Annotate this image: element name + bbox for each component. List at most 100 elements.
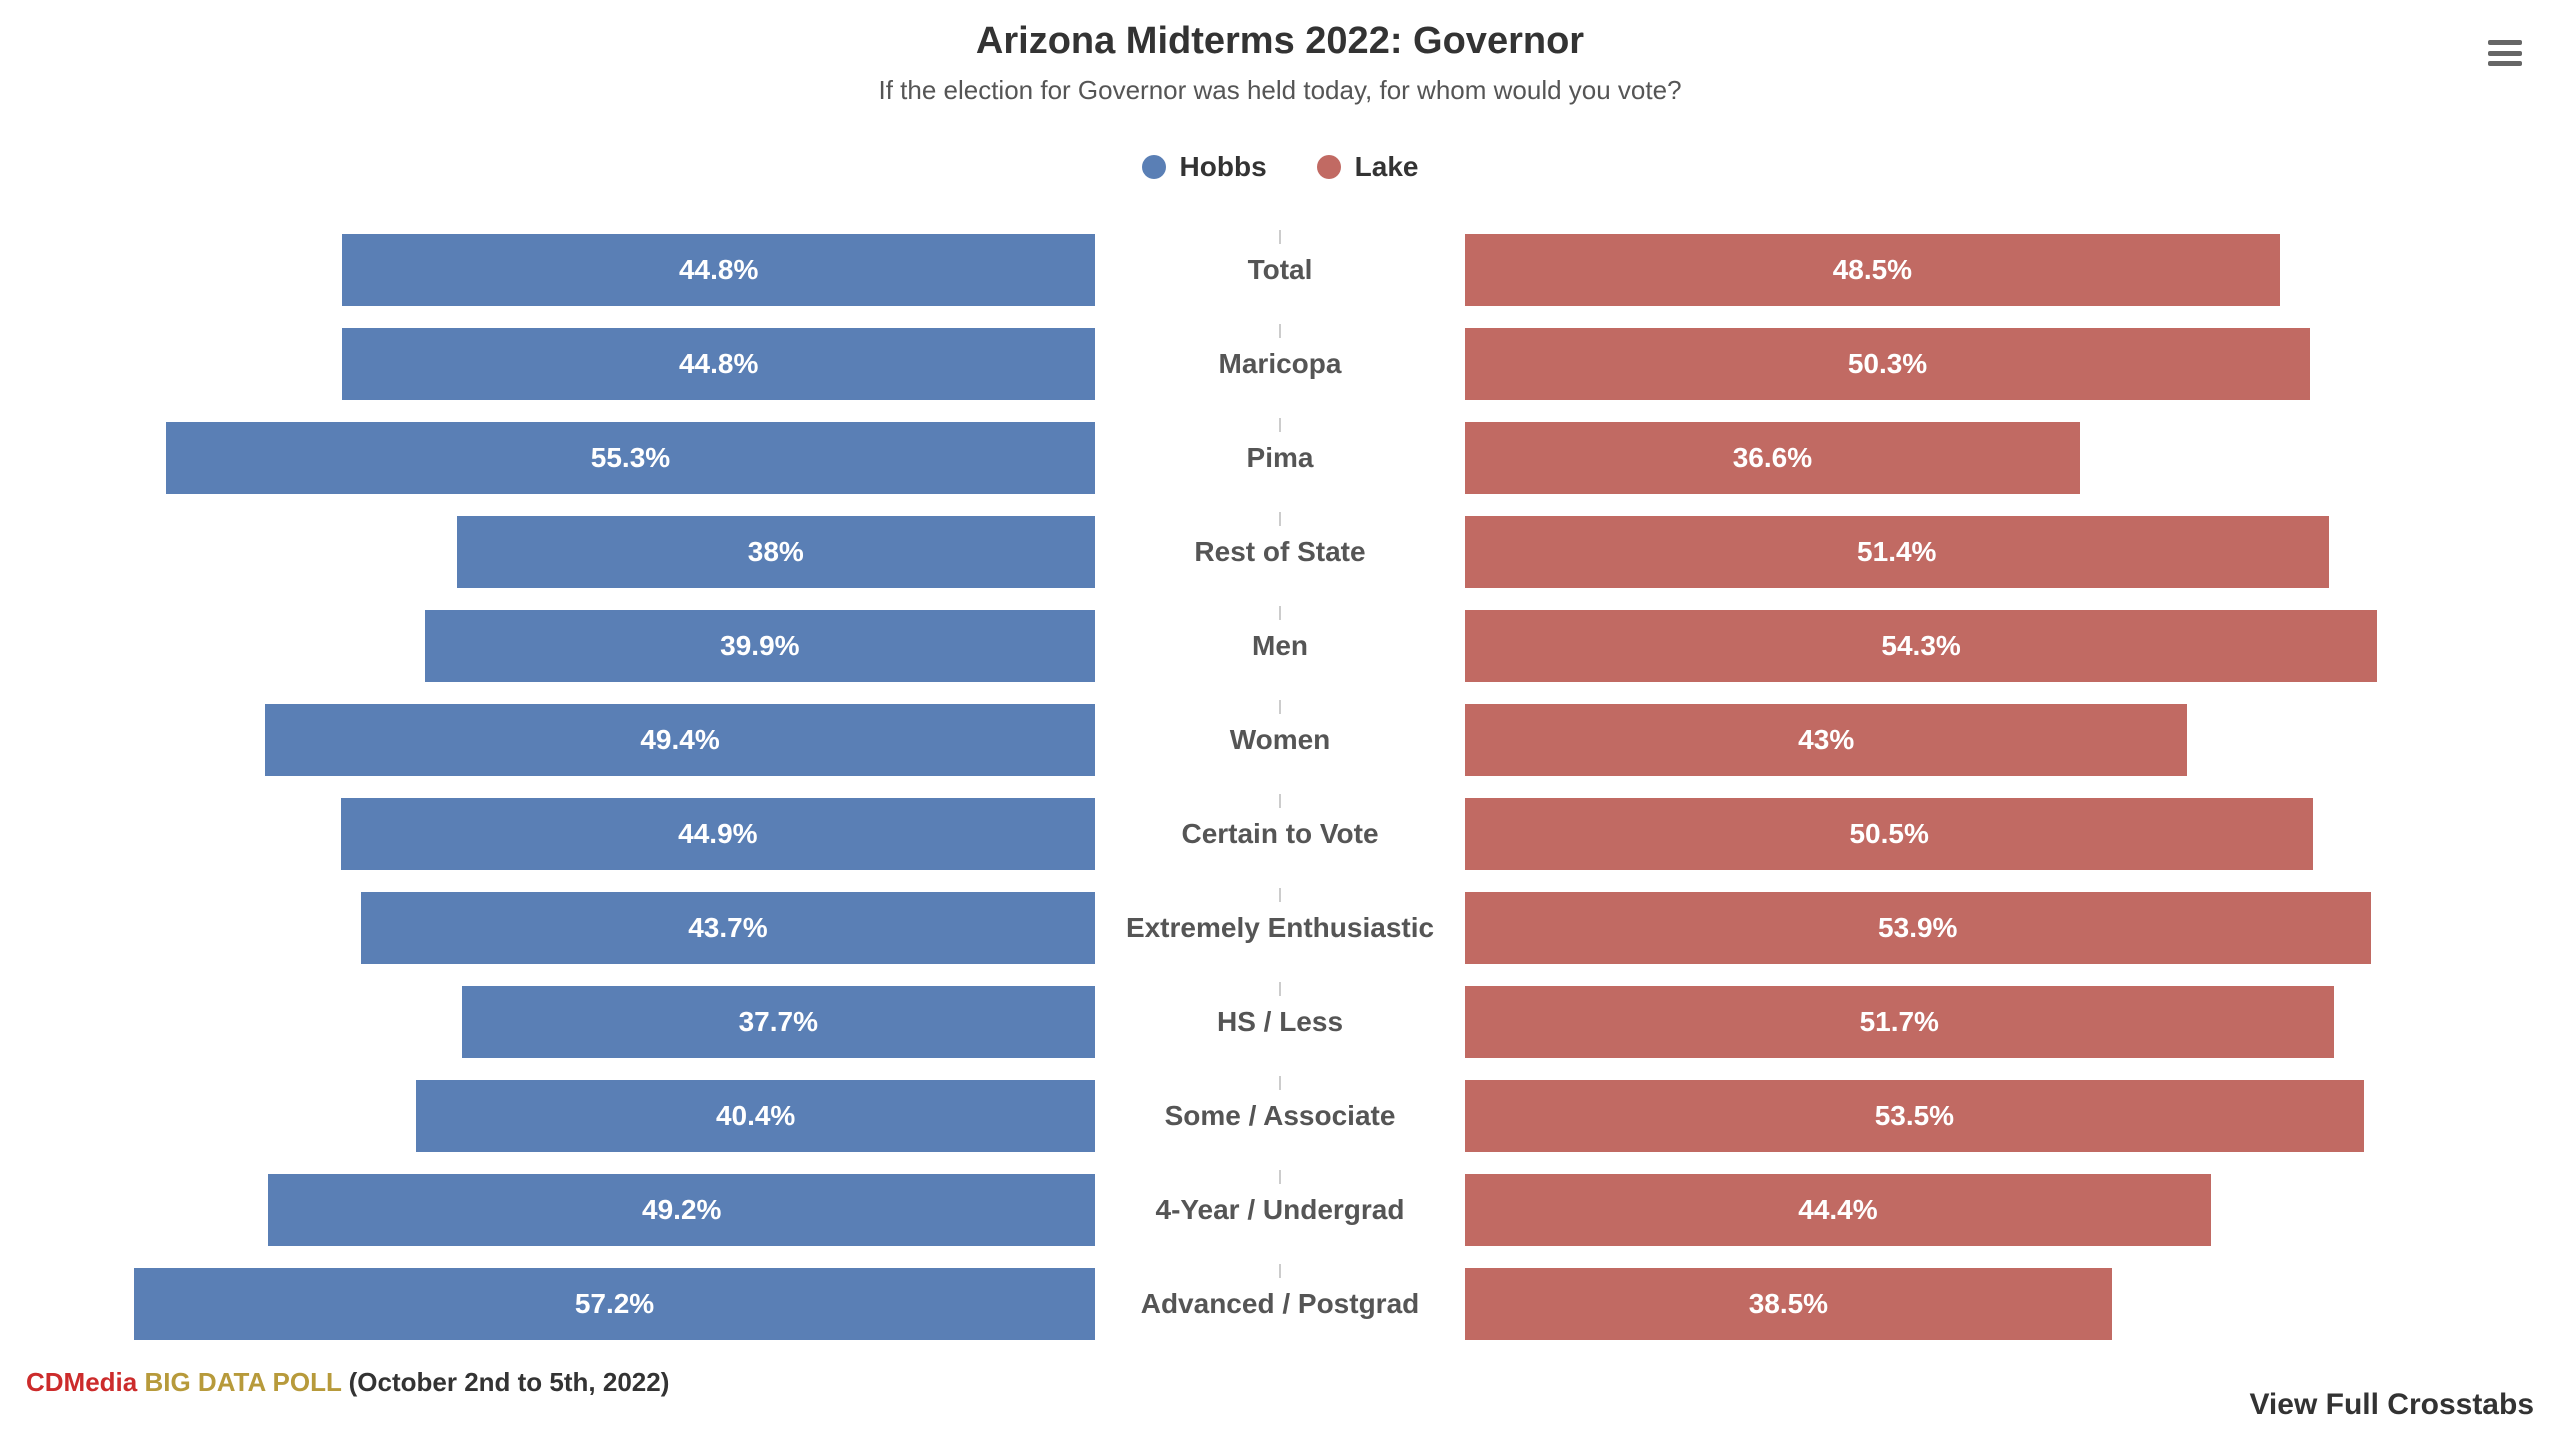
- bar-value-lake: 36.6%: [1733, 442, 1812, 474]
- chart-subtitle: If the election for Governor was held to…: [0, 75, 2560, 106]
- chart-row: 57.2% Advanced / Postgrad 38.5%: [30, 1257, 2530, 1351]
- bar-hobbs: 49.2%: [268, 1174, 1095, 1246]
- bar-lake: 43%: [1465, 704, 2187, 776]
- axis-tick: [1279, 1076, 1281, 1090]
- bar-value-hobbs: 49.4%: [640, 724, 719, 756]
- chart-row: 49.2% 4-Year / Undergrad 44.4%: [30, 1163, 2530, 1257]
- axis-tick: [1279, 1170, 1281, 1184]
- bar-value-hobbs: 43.7%: [688, 912, 767, 944]
- axis-tick: [1279, 794, 1281, 808]
- category-label: Advanced / Postgrad: [1095, 1288, 1465, 1320]
- chart-row: 44.8% Total 48.5%: [30, 223, 2530, 317]
- chart-row: 44.9% Certain to Vote 50.5%: [30, 787, 2530, 881]
- legend-dot-hobbs: [1142, 155, 1166, 179]
- bar-lake: 53.9%: [1465, 892, 2371, 964]
- bar-hobbs: 44.8%: [342, 234, 1095, 306]
- bar-hobbs: 44.8%: [342, 328, 1095, 400]
- bar-value-hobbs: 40.4%: [716, 1100, 795, 1132]
- bar-value-hobbs: 55.3%: [591, 442, 670, 474]
- chart-row: 38% Rest of State 51.4%: [30, 505, 2530, 599]
- chart-row: 44.8% Maricopa 50.3%: [30, 317, 2530, 411]
- chart-row: 39.9% Men 54.3%: [30, 599, 2530, 693]
- axis-tick: [1279, 982, 1281, 996]
- axis-tick: [1279, 324, 1281, 338]
- legend-item-hobbs: Hobbs: [1142, 151, 1267, 183]
- bar-lake: 44.4%: [1465, 1174, 2211, 1246]
- legend-item-lake: Lake: [1317, 151, 1419, 183]
- bar-lake: 36.6%: [1465, 422, 2080, 494]
- bar-value-lake: 51.7%: [1860, 1006, 1939, 1038]
- category-label: HS / Less: [1095, 1006, 1465, 1038]
- bar-value-hobbs: 37.7%: [739, 1006, 818, 1038]
- axis-tick: [1279, 512, 1281, 526]
- category-label: Rest of State: [1095, 536, 1465, 568]
- menu-icon[interactable]: [2488, 40, 2522, 66]
- chart-row: 49.4% Women 43%: [30, 693, 2530, 787]
- bar-hobbs: 39.9%: [425, 610, 1095, 682]
- axis-tick: [1279, 606, 1281, 620]
- bar-hobbs: 40.4%: [416, 1080, 1095, 1152]
- bar-lake: 50.3%: [1465, 328, 2310, 400]
- bar-lake: 38.5%: [1465, 1268, 2112, 1340]
- bar-value-hobbs: 44.9%: [678, 818, 757, 850]
- bar-value-lake: 53.5%: [1875, 1100, 1954, 1132]
- axis-tick: [1279, 230, 1281, 244]
- category-label: Maricopa: [1095, 348, 1465, 380]
- bar-hobbs: 55.3%: [166, 422, 1095, 494]
- chart-title: Arizona Midterms 2022: Governor: [0, 0, 2560, 63]
- bar-value-hobbs: 44.8%: [679, 254, 758, 286]
- axis-tick: [1279, 1264, 1281, 1278]
- bar-value-lake: 44.4%: [1798, 1194, 1877, 1226]
- view-crosstabs-link[interactable]: View Full Crosstabs: [2249, 1388, 2534, 1422]
- bar-value-lake: 38.5%: [1749, 1288, 1828, 1320]
- category-label: 4-Year / Undergrad: [1095, 1194, 1465, 1226]
- bar-hobbs: 44.9%: [341, 798, 1095, 870]
- bar-value-lake: 50.5%: [1849, 818, 1928, 850]
- bar-value-lake: 43%: [1798, 724, 1854, 756]
- axis-tick: [1279, 888, 1281, 902]
- footer-source: CDMedia BIG DATA POLL (October 2nd to 5t…: [26, 1367, 669, 1398]
- bar-lake: 51.7%: [1465, 986, 2334, 1058]
- legend-label-lake: Lake: [1355, 151, 1419, 183]
- bar-value-lake: 54.3%: [1881, 630, 1960, 662]
- legend-label-hobbs: Hobbs: [1180, 151, 1267, 183]
- chart-row: 40.4% Some / Associate 53.5%: [30, 1069, 2530, 1163]
- category-label: Men: [1095, 630, 1465, 662]
- chart-row: 43.7% Extremely Enthusiastic 53.9%: [30, 881, 2530, 975]
- bar-lake: 54.3%: [1465, 610, 2377, 682]
- bar-value-hobbs: 57.2%: [575, 1288, 654, 1320]
- bar-value-hobbs: 38%: [748, 536, 804, 568]
- bar-hobbs: 37.7%: [462, 986, 1095, 1058]
- category-label: Extremely Enthusiastic: [1095, 912, 1465, 944]
- legend-dot-lake: [1317, 155, 1341, 179]
- source-date: (October 2nd to 5th, 2022): [349, 1367, 670, 1397]
- chart-row: 37.7% HS / Less 51.7%: [30, 975, 2530, 1069]
- category-label: Certain to Vote: [1095, 818, 1465, 850]
- source-cdmedia: CDMedia: [26, 1367, 137, 1397]
- category-label: Total: [1095, 254, 1465, 286]
- category-label: Women: [1095, 724, 1465, 756]
- axis-tick: [1279, 418, 1281, 432]
- axis-tick: [1279, 700, 1281, 714]
- bar-value-hobbs: 44.8%: [679, 348, 758, 380]
- category-label: Pima: [1095, 442, 1465, 474]
- bar-value-hobbs: 39.9%: [720, 630, 799, 662]
- bar-hobbs: 57.2%: [134, 1268, 1095, 1340]
- bar-value-lake: 53.9%: [1878, 912, 1957, 944]
- diverging-bar-chart: 44.8% Total 48.5% 44.8% Maricopa 50.3% 55.3% Pi…: [0, 223, 2560, 1351]
- bar-value-hobbs: 49.2%: [642, 1194, 721, 1226]
- bar-lake: 48.5%: [1465, 234, 2280, 306]
- legend: Hobbs Lake: [0, 151, 2560, 183]
- chart-row: 55.3% Pima 36.6%: [30, 411, 2530, 505]
- bar-hobbs: 43.7%: [361, 892, 1095, 964]
- bar-hobbs: 49.4%: [265, 704, 1095, 776]
- bar-hobbs: 38%: [457, 516, 1095, 588]
- bar-lake: 50.5%: [1465, 798, 2313, 870]
- bar-value-lake: 50.3%: [1848, 348, 1927, 380]
- source-bigdatapoll: BIG DATA POLL: [144, 1367, 341, 1397]
- bar-lake: 53.5%: [1465, 1080, 2364, 1152]
- bar-lake: 51.4%: [1465, 516, 2329, 588]
- bar-value-lake: 51.4%: [1857, 536, 1936, 568]
- bar-value-lake: 48.5%: [1833, 254, 1912, 286]
- category-label: Some / Associate: [1095, 1100, 1465, 1132]
